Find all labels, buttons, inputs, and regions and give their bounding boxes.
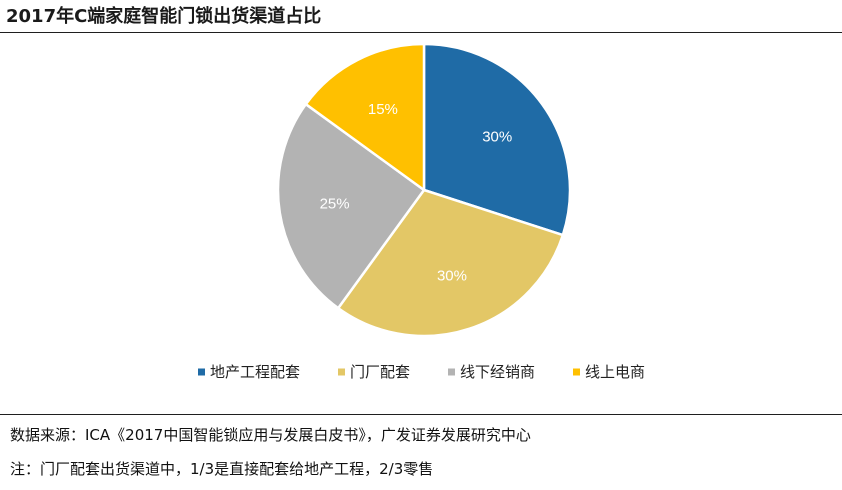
legend-swatch: [573, 368, 580, 376]
legend-label: 地产工程配套: [210, 363, 300, 381]
legend-swatch: [448, 368, 455, 376]
title-divider: [0, 32, 842, 33]
legend: 地产工程配套 门厂配套 线下经销商 线上电商: [198, 363, 645, 381]
pie-slices: [276, 42, 572, 338]
legend-label: 线下经销商: [460, 363, 535, 381]
pie-chart: 30% 30% 25% 15% 地产工程配套 门厂配套 线下经销商 线上电商: [198, 42, 645, 381]
pie-slice: [276, 102, 426, 310]
legend-label: 门厂配套: [350, 363, 410, 381]
footer-divider: [0, 414, 842, 415]
pie-slice: [304, 42, 426, 192]
slice-value-label: 30%: [437, 268, 467, 285]
pie-slice: [336, 188, 565, 338]
footnote: 注：门厂配套出货渠道中，1/3是直接配套给地产工程，2/3零售: [10, 460, 434, 478]
source-note: 数据来源：ICA《2017中国智能锁应用与发展白皮书》，广发证券发展研究中心: [10, 426, 531, 444]
chart-title: 2017年C端家庭智能门锁出货渠道占比: [6, 6, 322, 27]
slice-value-label: 15%: [368, 101, 398, 118]
pie-slice: [422, 42, 572, 237]
legend-label: 线上电商: [585, 363, 645, 381]
legend-swatch: [338, 368, 345, 376]
legend-swatch: [198, 368, 205, 376]
slice-value-label: 25%: [320, 196, 350, 213]
slice-value-label: 30%: [482, 128, 512, 145]
data-labels: 30% 30% 25% 15%: [320, 101, 513, 285]
